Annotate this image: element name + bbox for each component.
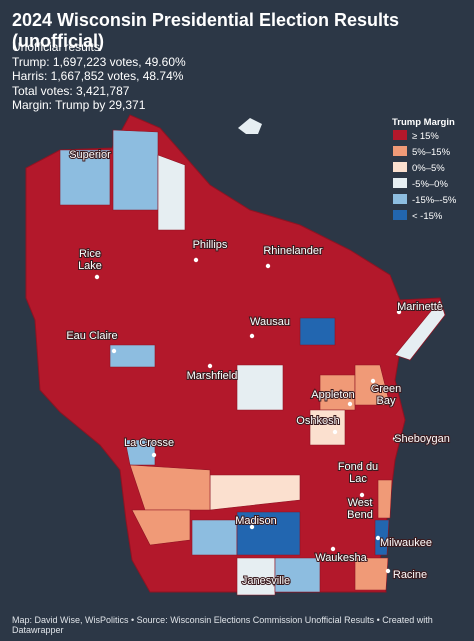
city-label: Eau Claire bbox=[66, 330, 117, 342]
county bbox=[354, 364, 391, 406]
legend-label: -5%–0% bbox=[412, 179, 448, 190]
city-label: La Crosse bbox=[124, 437, 174, 449]
legend-label: < -15% bbox=[412, 211, 443, 222]
city-dot bbox=[375, 535, 381, 541]
county bbox=[374, 519, 390, 556]
county bbox=[59, 149, 111, 206]
legend-label: -15%–-5% bbox=[412, 195, 457, 206]
county bbox=[394, 299, 446, 361]
city-dot bbox=[249, 524, 255, 530]
city-dot bbox=[370, 378, 376, 384]
legend-label: ≥ 15% bbox=[412, 131, 439, 142]
county bbox=[354, 557, 389, 591]
county bbox=[124, 439, 156, 466]
legend-label: 0%–5% bbox=[412, 163, 445, 174]
cities: Superior Rice Lake Phillips Rhinelander Marin… bbox=[65, 148, 451, 588]
legend: Trump Margin ≥ 15% 5%–15% 0%–5% -5%–0% -15%–… bbox=[392, 117, 457, 222]
city-dot bbox=[359, 492, 365, 498]
city-label: Milwaukee bbox=[380, 537, 432, 549]
city-label: Phillips bbox=[193, 239, 228, 251]
county bbox=[319, 374, 356, 411]
city-dot bbox=[265, 263, 271, 269]
county bbox=[112, 129, 159, 211]
state-outline bbox=[25, 114, 446, 593]
island bbox=[238, 118, 262, 134]
city-label: West Bend bbox=[347, 497, 373, 521]
city-label: Sheboygan bbox=[394, 433, 450, 445]
city-dot bbox=[392, 436, 398, 442]
city-dot bbox=[332, 429, 338, 435]
city-label: Wausau bbox=[250, 316, 290, 328]
city-label: Superior bbox=[69, 149, 111, 161]
city-label: Marshfield bbox=[187, 370, 238, 382]
county bbox=[157, 154, 186, 231]
county bbox=[274, 557, 321, 593]
county bbox=[236, 557, 276, 596]
summary-line: Harris: 1,667,852 votes, 48.74% bbox=[12, 69, 184, 83]
county bbox=[377, 479, 393, 519]
city-label: Fond du Lac bbox=[338, 461, 378, 485]
legend-swatch bbox=[393, 194, 407, 204]
city-dot bbox=[265, 576, 271, 582]
city-dot bbox=[385, 568, 391, 574]
city-dot bbox=[249, 333, 255, 339]
city-dot bbox=[94, 274, 100, 280]
legend-swatch bbox=[393, 178, 407, 188]
summary-line: Unofficial results bbox=[12, 40, 100, 54]
city-dot bbox=[330, 546, 336, 552]
summary-line: Margin: Trump by 29,371 bbox=[12, 98, 146, 112]
city-label: Rhinelander bbox=[263, 245, 323, 257]
city-label: Rice Lake bbox=[78, 248, 102, 272]
city-dot bbox=[193, 257, 199, 263]
county bbox=[131, 509, 191, 546]
footer: Map: David Wise, WisPolitics • Source: W… bbox=[12, 615, 433, 635]
county bbox=[191, 519, 238, 556]
city-dot bbox=[347, 401, 353, 407]
city-label: Marinette bbox=[397, 301, 443, 313]
city-label: Racine bbox=[393, 569, 427, 581]
city-dot bbox=[111, 348, 117, 354]
city-label: Janesville bbox=[242, 575, 290, 587]
county bbox=[129, 464, 211, 511]
city-dot bbox=[396, 309, 402, 315]
city-label: Waukesha bbox=[315, 552, 367, 564]
city-dot bbox=[357, 462, 363, 468]
city-label: Oshkosh bbox=[296, 415, 339, 427]
summary: Unofficial results Trump: 1,697,223 votes… bbox=[12, 40, 186, 113]
legend-swatch bbox=[393, 146, 407, 156]
summary-line: Total votes: 3,421,787 bbox=[12, 83, 130, 98]
legend-title: Trump Margin bbox=[392, 117, 455, 128]
county bbox=[236, 511, 301, 556]
county bbox=[109, 344, 156, 368]
summary-line: Trump: 1,697,223 votes, 49.60% bbox=[12, 54, 186, 69]
county bbox=[299, 317, 336, 346]
legend-label: 5%–15% bbox=[412, 147, 451, 158]
title: 2024 Wisconsin Presidential Election Res… bbox=[12, 10, 399, 51]
legend-swatch bbox=[393, 162, 407, 172]
city-dot bbox=[70, 149, 76, 155]
counties bbox=[59, 129, 446, 596]
legend-swatch bbox=[393, 210, 407, 220]
city-dot bbox=[151, 452, 157, 458]
city-label: Madison bbox=[235, 515, 277, 527]
city-dot bbox=[207, 363, 213, 369]
city-label: Green Bay bbox=[371, 383, 402, 407]
county bbox=[236, 364, 284, 411]
legend-swatch bbox=[393, 130, 407, 140]
county bbox=[309, 409, 346, 446]
city-label: Appleton bbox=[311, 389, 354, 401]
